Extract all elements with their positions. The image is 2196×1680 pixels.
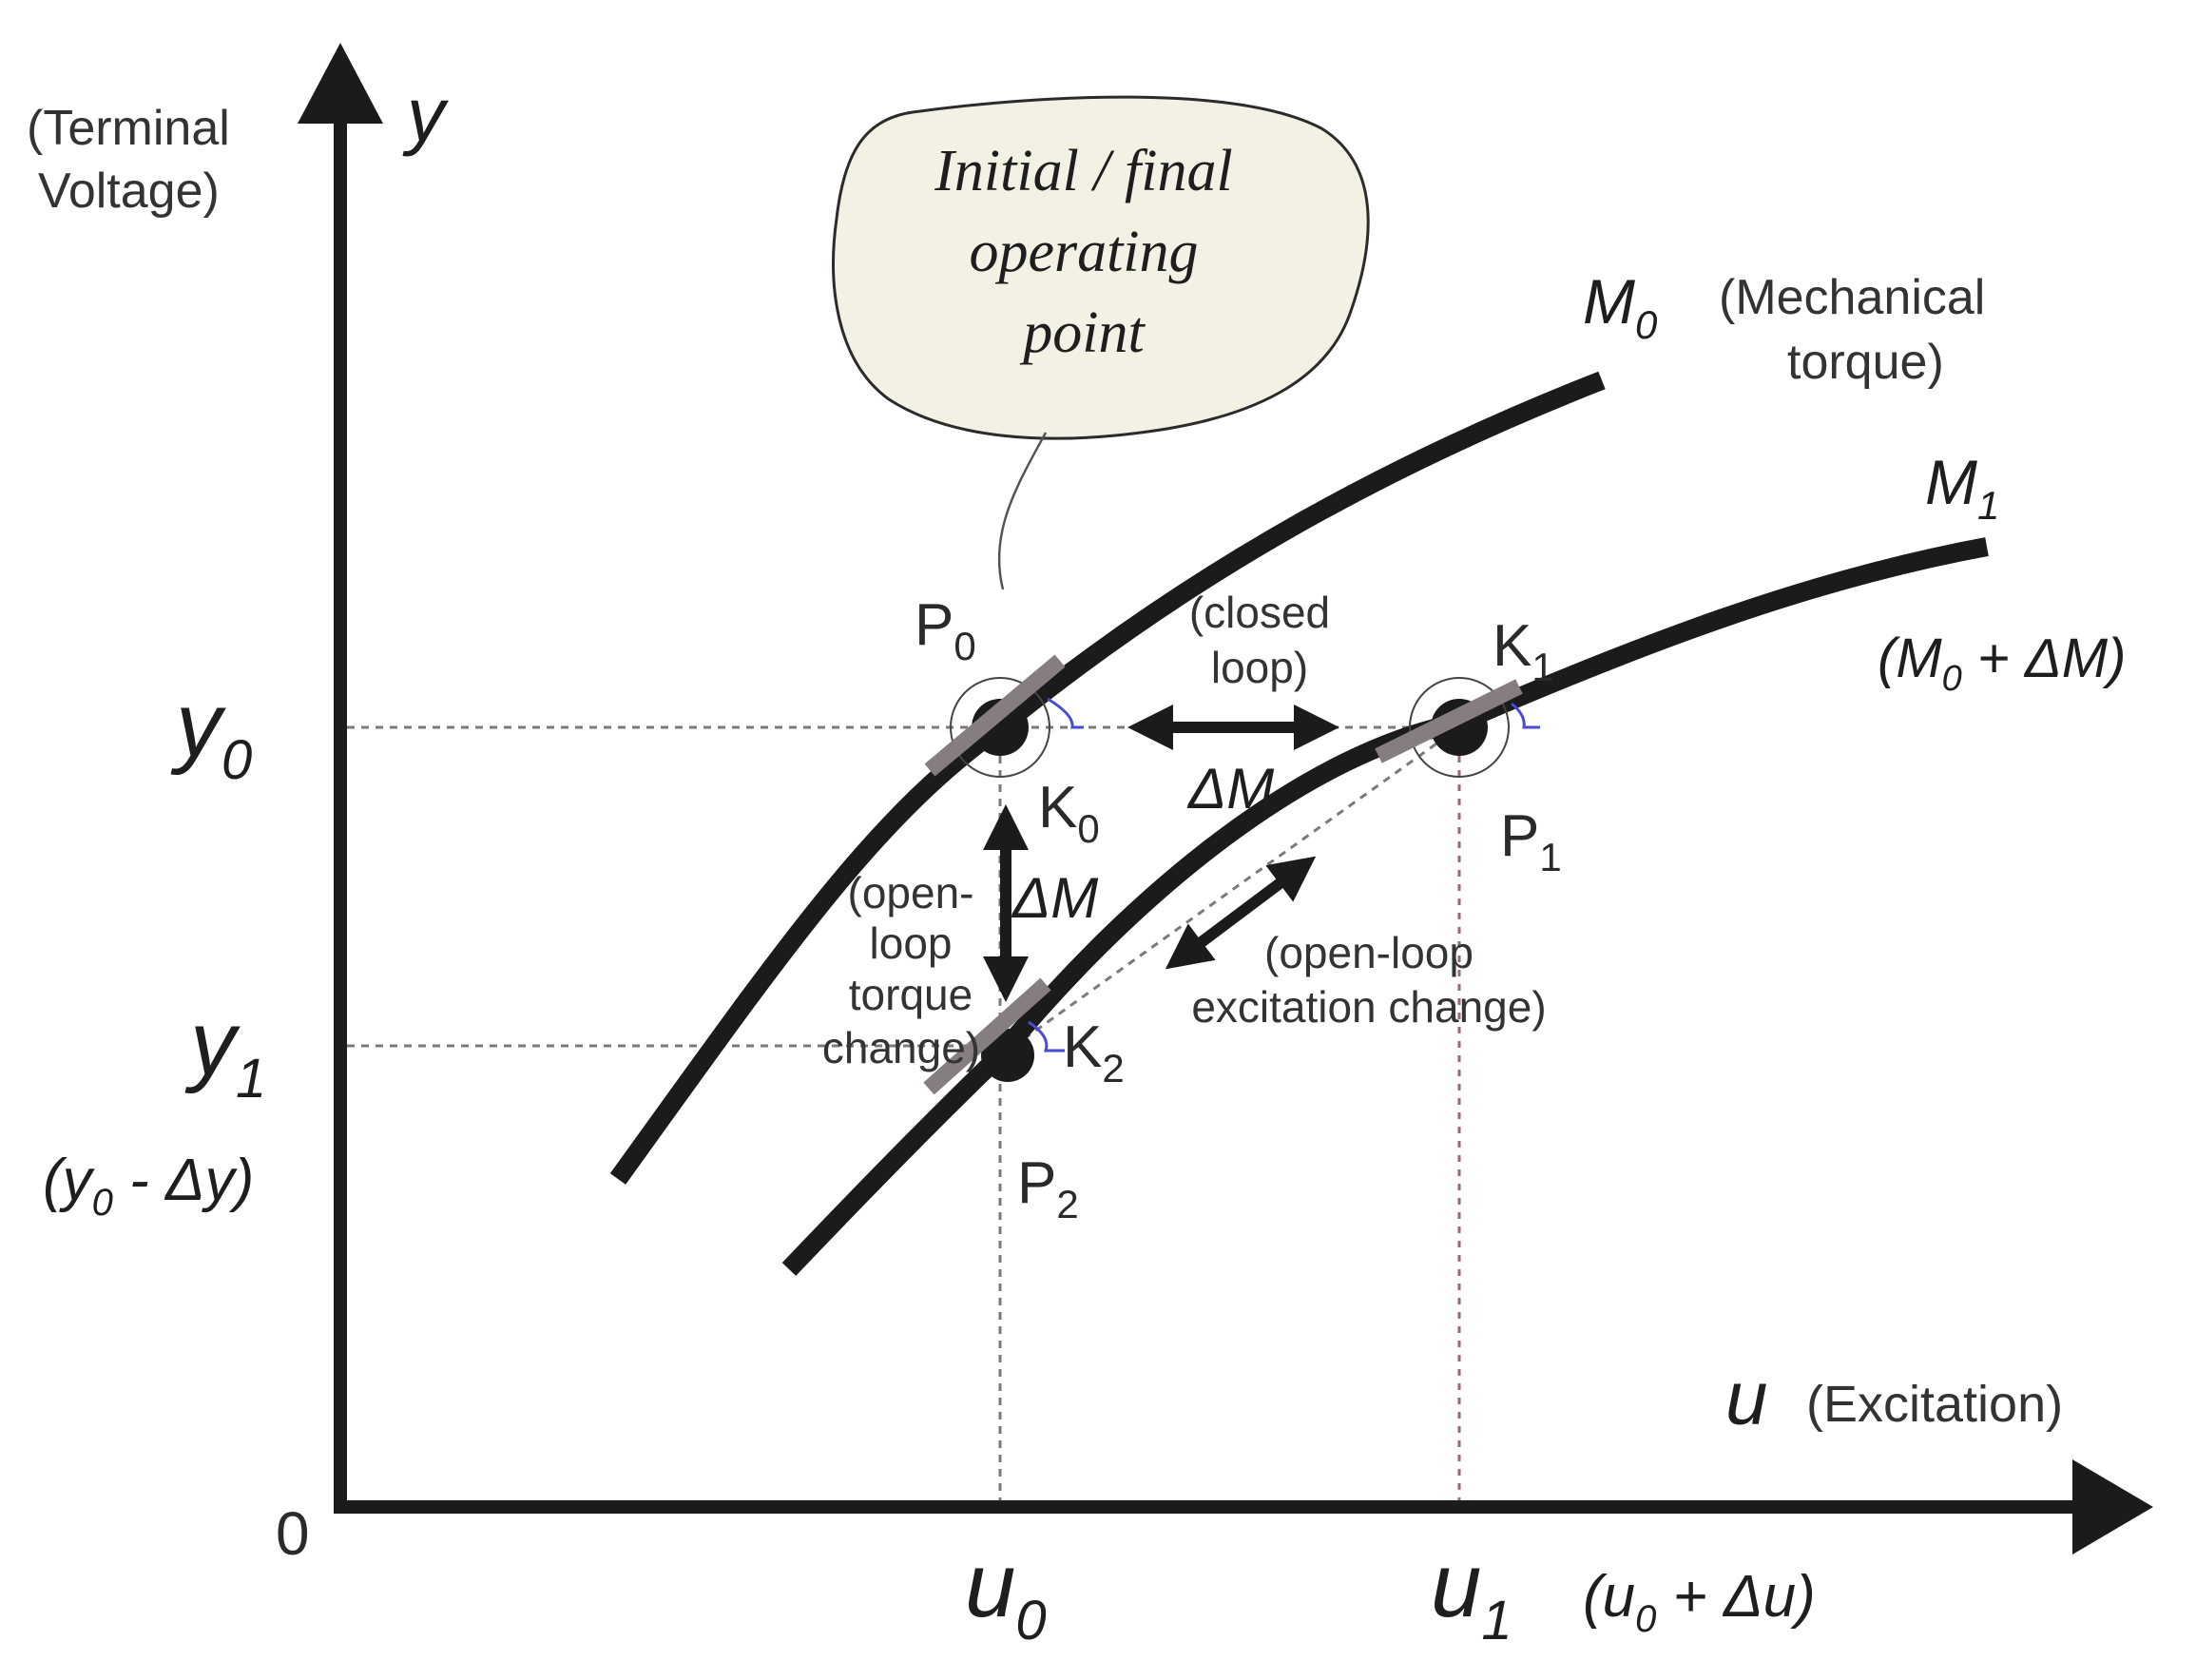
y-axis-label-line2: Voltage)	[38, 164, 220, 219]
k1-tangent	[1375, 679, 1523, 763]
y-axis-arrowhead	[298, 43, 383, 124]
x-axis-arrowhead	[2072, 1459, 2153, 1554]
y1-expression: (y0 - Δy)	[43, 1148, 254, 1224]
p2-point	[981, 1029, 1034, 1082]
y-axis-symbol: y	[402, 72, 450, 157]
closed-loop-label-line2: loop)	[1211, 643, 1308, 692]
k0-tangent	[924, 654, 1066, 777]
closed-loop-label-line1: (closed	[1189, 588, 1330, 637]
p1-outer-ring	[1409, 677, 1510, 778]
x-axis-symbol: u	[1725, 1356, 1768, 1440]
callout-line1: Initial / final	[934, 139, 1232, 203]
open-torque-label-line4: change)	[822, 1023, 980, 1072]
m1-label: M1	[1925, 447, 1999, 528]
m0-desc-line1: (Mechanical	[1719, 270, 1985, 325]
m1-expression: (M0 + ΔM)	[1878, 628, 2126, 699]
k2-angle-mark	[1028, 1020, 1065, 1052]
open-exc-label-line2: excitation change)	[1191, 982, 1546, 1032]
p0-label: P0	[915, 592, 976, 668]
closed-loop-delta-label: ΔM	[1186, 757, 1274, 821]
callout-line2: operating	[969, 220, 1198, 284]
k1-angle-mark	[1511, 702, 1540, 729]
open-torque-label-line2: loop	[870, 918, 953, 968]
open-loop-excitation-arrow	[1165, 856, 1317, 970]
callout-line3: point	[1019, 300, 1146, 365]
u1-tick-label: u1	[1431, 1535, 1512, 1651]
k0-angle-mark	[1047, 697, 1084, 729]
m0-desc-line2: torque)	[1787, 335, 1944, 390]
callout-bubble	[832, 95, 1370, 440]
origin-label: 0	[276, 1499, 310, 1568]
p2-label: P2	[1017, 1150, 1079, 1226]
k0-label: K0	[1038, 775, 1100, 851]
k2-label: K2	[1063, 1014, 1125, 1091]
y0-tick-label: y0	[170, 674, 252, 791]
y1-tick-label: y1	[184, 993, 266, 1110]
p0-outer-ring	[950, 677, 1050, 778]
m0-label: M0	[1583, 266, 1658, 347]
callout-pointer	[997, 432, 1048, 590]
p1-label: P1	[1500, 803, 1562, 879]
y-axis-label-line1: (Terminal	[27, 101, 230, 156]
u1-expression: (u0 + Δu)	[1583, 1564, 1816, 1640]
open-exc-label-line1: (open-loop	[1264, 928, 1474, 977]
open-torque-label-line3: torque	[849, 970, 973, 1019]
x-axis-label: (Excitation)	[1806, 1376, 2063, 1433]
m1-curve	[781, 537, 1989, 1276]
open-torque-delta-label: ΔM	[1011, 866, 1098, 930]
u0-tick-label: u0	[965, 1535, 1047, 1651]
open-torque-label-line1: (open-	[848, 868, 974, 917]
k1-label: K1	[1493, 613, 1554, 689]
